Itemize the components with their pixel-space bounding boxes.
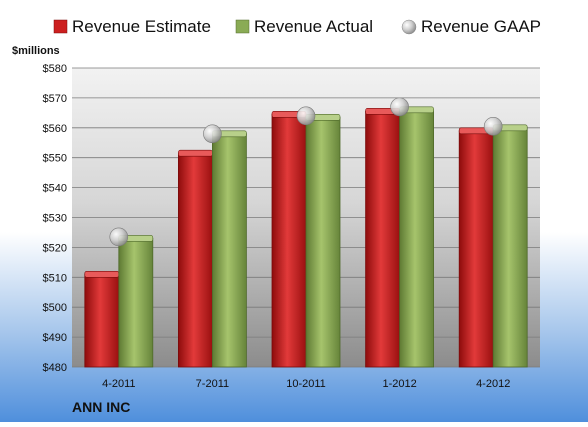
bar-revenue-actual-7-2011 [211,133,247,368]
x-axis-tick-labels: 4-2011 7-2011 10-2011 1-2012 4-2012 [102,378,510,390]
marker-revenue-gaap-4-2012 [483,117,503,136]
bar-cap-revenue-estimate-7-2011 [178,149,213,157]
bar-revenue-estimate-1-2012 [365,110,401,368]
y-tick-label: $490 [43,332,67,344]
legend: Revenue Estimate Revenue Actual Revenue … [53,17,541,36]
x-tick-label-4-2011: 4-2011 [102,378,135,390]
legend-swatch-revenue-estimate [53,19,68,34]
y-tick-label: $570 [43,93,67,105]
y-tick-label: $560 [43,123,67,135]
x-tick-label-7-2011: 7-2011 [196,378,229,390]
marker-revenue-gaap-4-2011 [109,227,129,247]
bar-revenue-estimate-4-2011 [84,273,120,368]
y-tick-label: $540 [43,183,67,195]
y-tick-label: $520 [43,242,67,254]
bar-cap-revenue-estimate-4-2011 [84,271,120,278]
y-axis-tick-labels: $480 $490 $500 $510 $520 $530 $540 $550 $560 $570… [43,63,67,374]
y-tick-label: $530 [43,213,67,225]
y-tick-label: $500 [43,302,67,314]
marker-revenue-gaap-10-2011 [296,106,316,126]
legend-label-revenue-gaap: Revenue GAAP [421,17,541,36]
y-tick-label: $480 [43,362,67,374]
y-tick-label: $580 [43,63,67,75]
x-tick-label-10-2011: 10-2011 [286,378,326,390]
bars [84,106,528,368]
legend-marker-revenue-gaap [401,19,417,35]
bar-revenue-estimate-4-2012 [458,130,494,368]
marker-revenue-gaap-1-2012 [390,97,409,117]
x-tick-label-1-2012: 1-2012 [382,378,416,390]
legend-label-revenue-actual: Revenue Actual [254,17,373,36]
y-axis-unit-label: $millions [12,45,60,57]
bar-revenue-estimate-7-2011 [177,152,213,368]
legend-label-revenue-estimate: Revenue Estimate [72,17,211,36]
legend-swatch-revenue-actual [235,19,250,34]
bar-revenue-actual-4-2012 [492,127,528,368]
gaap-markers [109,97,503,247]
bar-revenue-actual-1-2012 [399,109,435,368]
y-tick-label: $550 [43,153,67,165]
bar-revenue-actual-10-2011 [305,116,341,368]
bar-revenue-estimate-10-2011 [271,113,307,368]
company-label: ANN INC [72,399,130,415]
marker-revenue-gaap-7-2011 [203,124,222,144]
x-tick-label-4-2012: 4-2012 [476,378,510,390]
bar-revenue-actual-4-2011 [118,238,154,368]
y-tick-label: $510 [43,272,67,284]
